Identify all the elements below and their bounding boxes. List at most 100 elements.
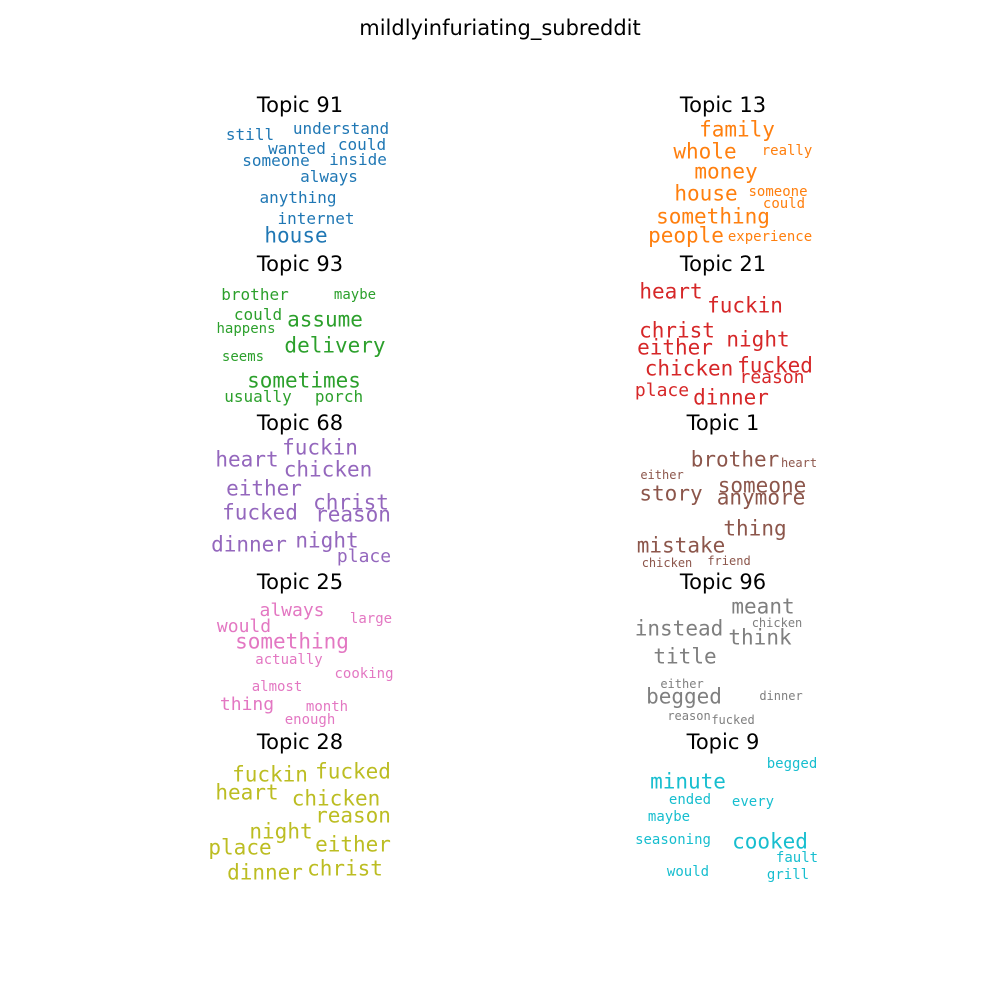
topic-word: every	[731, 794, 775, 810]
topic-word: fuckin	[282, 435, 358, 460]
topic-title: Topic 28	[256, 730, 344, 754]
topic-word: usually	[224, 387, 292, 406]
topic-word: anything	[259, 188, 337, 207]
topic-word: heart	[780, 456, 818, 470]
topic-title: Topic 21	[679, 252, 767, 276]
topic-word: either	[315, 832, 391, 857]
topic-word: title	[653, 644, 717, 669]
topic-panel: Topic 13 family whole really money house someo…	[593, 93, 853, 252]
topic-word: place	[634, 380, 690, 401]
topic-word: sometimes	[247, 368, 361, 393]
topic-word: night	[295, 528, 359, 553]
topic-word: family	[699, 117, 775, 142]
topic-word: cooking	[334, 666, 394, 682]
topic-word: anymore	[716, 485, 806, 510]
topic-title: Topic 13	[679, 93, 767, 117]
topic-word: chicken	[291, 786, 381, 811]
topic-word: month	[305, 699, 349, 715]
topic-panel: Topic 25 always large would something actuall…	[170, 570, 430, 729]
topic-word: dinner	[211, 532, 287, 557]
topic-word: dinner	[759, 689, 803, 703]
topic-word: someone	[242, 151, 310, 170]
topic-word: whole	[673, 139, 737, 164]
topic-word: understand	[292, 119, 390, 138]
topic-word: thing	[219, 694, 275, 715]
topic-panel: Topic 1 brother heart either someone story any…	[593, 411, 853, 570]
topic-title: Topic 93	[256, 252, 344, 276]
topic-word: either	[637, 335, 713, 360]
topic-word: maybe	[647, 809, 691, 825]
topic-word: begged	[646, 684, 722, 709]
topic-panel: Topic 96 meant chicken instead think title eit…	[593, 570, 853, 729]
topic-word: almost	[251, 679, 303, 695]
topic-word: seems	[221, 349, 265, 365]
topic-word: christ	[639, 318, 715, 343]
topic-panel: Topic 9 begged minute ended every maybe season…	[593, 730, 853, 889]
topic-word: fucked	[711, 713, 755, 727]
figure-title: mildlyinfuriating_subreddit	[359, 16, 641, 40]
topic-word: could	[233, 305, 283, 324]
topic-word: could	[762, 196, 806, 212]
topic-word: would	[216, 616, 272, 637]
topic-title: Topic 68	[256, 411, 344, 435]
topic-word: meant	[731, 594, 795, 619]
topic-title: Topic 91	[256, 93, 344, 117]
topic-word: assume	[287, 307, 363, 332]
topic-word: either	[226, 476, 302, 501]
topic-panel: Topic 91 still understand wanted could someon…	[170, 93, 430, 252]
topic-title: Topic 25	[256, 570, 344, 594]
topic-word: dinner	[227, 860, 303, 885]
topic-word: internet	[277, 209, 355, 228]
topic-word: maybe	[333, 287, 377, 303]
topic-word: instead	[634, 616, 724, 641]
topic-word: chicken	[644, 356, 734, 381]
topic-word: porch	[314, 387, 364, 406]
topic-title: Topic 9	[686, 730, 760, 754]
topic-word: always	[259, 600, 325, 621]
topic-word: something	[656, 204, 770, 229]
topic-word: think	[728, 625, 792, 650]
topic-word: ended	[668, 792, 712, 808]
topic-word: either	[640, 468, 684, 482]
topic-word: would	[666, 864, 710, 880]
topic-word: could	[337, 135, 387, 154]
topic-word: story	[639, 481, 703, 506]
topic-word: reason	[667, 709, 711, 723]
topic-word: chicken	[283, 457, 373, 482]
topic-panel: Topic 21 heart fuckin christ night either fuck…	[593, 252, 853, 411]
topic-word: experience	[727, 229, 813, 245]
topic-word: something	[235, 629, 349, 654]
topic-word: grill	[766, 867, 810, 883]
topic-word: heart	[215, 447, 279, 472]
topic-word: actually	[255, 652, 323, 668]
topic-word: cooked	[732, 829, 808, 854]
topic-word: fucked	[315, 759, 391, 784]
topic-word: christ	[307, 856, 383, 881]
topic-word: wanted	[268, 139, 326, 158]
topic-word: people	[648, 223, 724, 248]
topic-word: reason	[739, 367, 805, 388]
topic-word: seasoning	[635, 832, 711, 848]
topic-word: friend	[707, 554, 751, 568]
topic-word: someone	[748, 184, 808, 200]
topic-word: inside	[329, 150, 387, 169]
topic-word: brother	[221, 285, 289, 304]
topic-word: money	[694, 159, 758, 184]
topic-word: mistake	[636, 533, 726, 558]
topic-word: dinner	[693, 385, 769, 410]
topic-word: heart	[639, 279, 703, 304]
topic-word: house	[674, 181, 738, 206]
topic-word: christ	[313, 490, 389, 515]
topic-word: place	[336, 546, 392, 567]
topic-word: fuckin	[707, 293, 783, 318]
topic-word: place	[208, 835, 272, 860]
topic-word: someone	[717, 473, 807, 498]
topic-word: reason	[315, 803, 391, 828]
topic-word: heart	[215, 780, 279, 805]
topic-word: always	[300, 167, 358, 186]
topic-word: enough	[284, 712, 336, 728]
topic-word: reason	[315, 502, 391, 527]
topic-panel: Topic 93 brother maybe could assume happens de…	[170, 252, 430, 411]
topic-word: happens	[216, 321, 276, 337]
